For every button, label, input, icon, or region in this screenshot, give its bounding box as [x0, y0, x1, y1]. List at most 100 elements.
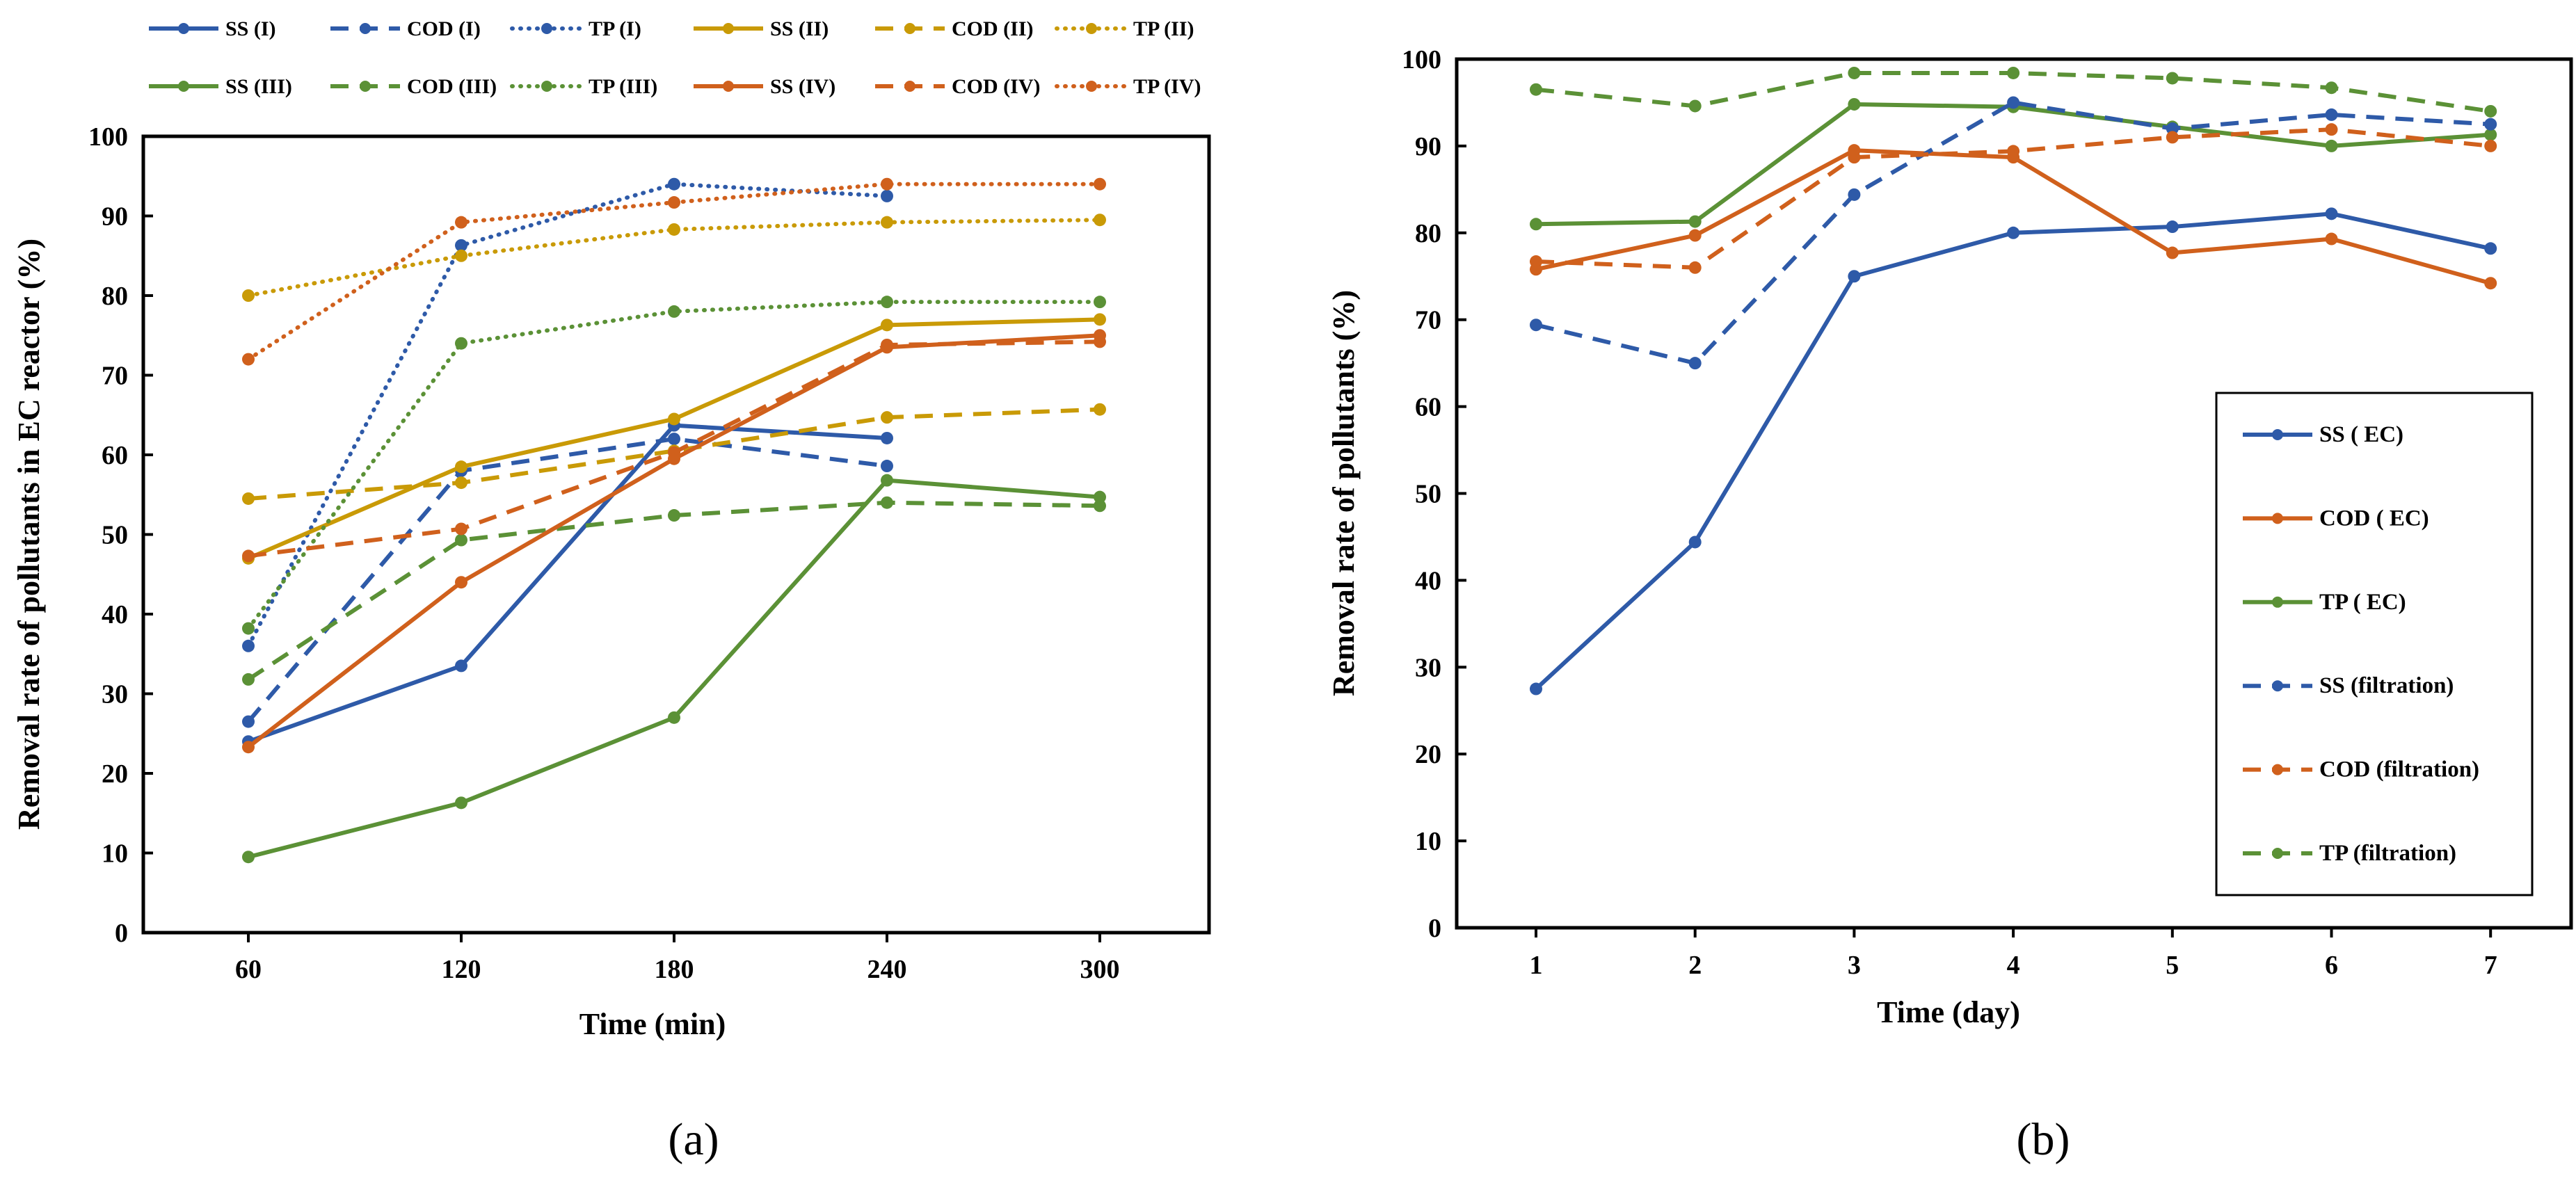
data-point — [2007, 226, 2020, 239]
legend-swatch-marker — [904, 23, 915, 34]
data-point — [2166, 220, 2179, 234]
data-point — [2484, 128, 2497, 141]
chart-a-legend: SS (I) COD (I) TP (I) SS (II) COD (II) TP (II… — [149, 17, 1201, 98]
series-line — [246, 182, 889, 648]
data-point — [1530, 255, 1542, 268]
chart-a-x-axis-title: Time (min) — [579, 1007, 726, 1041]
data-point — [881, 319, 893, 332]
y-tick-label: 40 — [1415, 566, 1441, 595]
data-point — [668, 711, 680, 724]
data-point — [2166, 122, 2179, 135]
series-tp-filtration — [1530, 66, 2497, 118]
chart-a-series — [242, 177, 1106, 864]
legend-item-ss-filtration: SS (filtration) — [2243, 673, 2454, 698]
legend-swatch-marker — [360, 23, 371, 34]
legend-label: SS (I) — [225, 17, 276, 40]
data-point — [881, 216, 893, 229]
data-point — [455, 239, 467, 252]
data-point — [881, 189, 893, 202]
data-point — [2484, 277, 2497, 290]
data-point — [881, 474, 893, 487]
data-point — [455, 522, 467, 536]
data-point — [2007, 145, 2020, 158]
series-cod-iii — [242, 496, 1106, 686]
data-point — [2007, 66, 2020, 79]
legend-item-ss-iv: SS (IV) — [694, 75, 835, 98]
x-tick-label: 240 — [867, 955, 907, 984]
legend-item-tp-filtration: TP (filtration) — [2243, 841, 2456, 866]
series-tp-ii — [242, 214, 1106, 302]
series-ss-filtration — [1530, 96, 2497, 370]
series-line — [247, 423, 888, 744]
series-line — [248, 478, 1101, 860]
data-point — [1688, 99, 1702, 113]
series-ss-ec — [1530, 207, 2497, 695]
legend-label: TP (IV) — [1133, 75, 1201, 98]
legend-item-tp-ec: TP ( EC) — [2243, 590, 2406, 615]
data-point — [1530, 682, 1542, 695]
x-tick-label: 4 — [2007, 951, 2020, 980]
y-tick-label: 70 — [1415, 306, 1441, 335]
series-tp-i — [242, 177, 893, 652]
series-line — [247, 500, 1101, 682]
y-tick-label: 60 — [1415, 393, 1441, 422]
data-point — [242, 289, 255, 302]
legend-label: TP (I) — [589, 17, 641, 40]
series-line — [1535, 102, 2491, 227]
legend-item-cod-filtration: COD (filtration) — [2243, 757, 2479, 782]
data-point — [242, 673, 255, 686]
legend-swatch-marker — [360, 81, 371, 92]
data-point — [242, 622, 255, 635]
data-point — [1530, 319, 1542, 332]
legend-item-tp-iv: TP (IV) — [1055, 75, 1201, 98]
legend-item-tp-i: TP (I) — [510, 17, 641, 40]
series-line — [248, 407, 1101, 501]
data-point — [2007, 96, 2020, 109]
data-point — [242, 639, 255, 652]
data-point — [668, 223, 680, 236]
data-point — [2325, 139, 2338, 152]
series-ss-iii — [242, 474, 1106, 864]
y-tick-label: 10 — [102, 839, 128, 869]
data-point — [668, 433, 680, 446]
y-tick-label: 90 — [102, 202, 128, 232]
legend-swatch-marker — [723, 81, 734, 92]
panel-label-b: (b) — [2017, 1114, 2070, 1165]
series-line — [246, 182, 1102, 362]
data-point — [2484, 104, 2497, 118]
chart-b-legend: SS ( EC) COD ( EC) TP ( EC) SS (filtration)… — [2243, 422, 2479, 866]
y-tick-label: 20 — [1415, 740, 1441, 769]
x-tick-label: 5 — [2166, 951, 2179, 980]
data-point — [881, 177, 893, 191]
legend-item-tp-ii: TP (II) — [1055, 17, 1194, 40]
y-tick-label: 40 — [102, 600, 128, 629]
data-point — [242, 741, 255, 754]
data-point — [2166, 246, 2179, 259]
data-point — [455, 796, 467, 810]
y-tick-label: 50 — [102, 521, 128, 550]
legend-item-ss-i: SS (I) — [149, 17, 276, 40]
legend-item-ss-ii: SS (II) — [694, 17, 829, 40]
data-point — [2325, 81, 2338, 95]
data-point — [242, 715, 255, 728]
legend-item-cod-iii: COD (III) — [330, 75, 497, 98]
y-tick-label: 60 — [102, 441, 128, 470]
y-tick-label: 10 — [1415, 827, 1441, 856]
data-point — [1848, 151, 1861, 164]
data-point — [881, 411, 893, 424]
data-point — [1094, 335, 1106, 348]
x-tick-label: 60 — [235, 955, 262, 984]
x-tick-label: 120 — [442, 955, 481, 984]
legend-item-ss-iii: SS (III) — [149, 75, 292, 98]
data-point — [455, 533, 467, 547]
legend-label: COD (I) — [407, 17, 481, 40]
legend-swatch-marker — [2272, 764, 2283, 775]
legend-swatch-marker — [1086, 23, 1097, 34]
data-point — [668, 509, 680, 522]
data-point — [2484, 242, 2497, 255]
data-point — [242, 492, 255, 505]
legend-label: SS (III) — [225, 75, 292, 98]
data-point — [1688, 536, 1702, 549]
data-point — [1094, 296, 1106, 309]
